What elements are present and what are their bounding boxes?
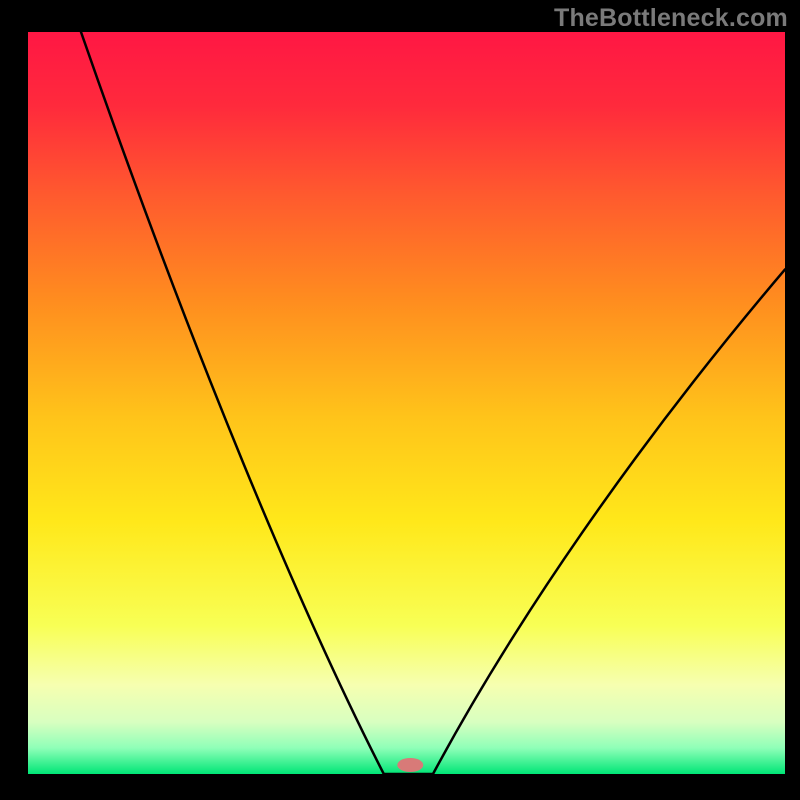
plot-svg (28, 32, 785, 774)
watermark-text: TheBottleneck.com (554, 4, 788, 33)
bottleneck-chart: TheBottleneck.com (0, 0, 800, 800)
gradient-background (28, 32, 785, 774)
optimum-marker (397, 758, 423, 772)
